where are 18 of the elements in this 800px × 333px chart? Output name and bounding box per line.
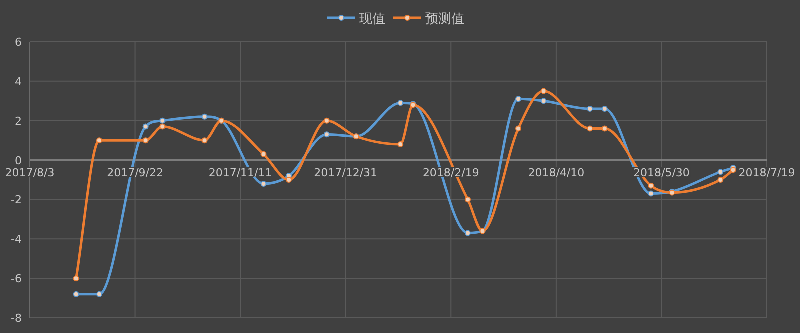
y-tick-label: -6	[11, 272, 22, 286]
y-tick-label: -4	[11, 233, 22, 246]
x-tick-label: 2017/11/11	[208, 166, 272, 180]
y-tick-label: -2	[11, 194, 22, 207]
legend-label: 现值	[360, 12, 386, 27]
y-tick-label: 4	[15, 75, 22, 88]
y-tick-label: -8	[11, 312, 22, 325]
x-tick-label: 2018/4/10	[528, 166, 585, 180]
x-tick-label: 2017/9/22	[107, 166, 164, 180]
x-tick-label: 2018/7/19	[738, 166, 796, 180]
x-tick-label: 2018/2/19	[422, 166, 480, 180]
x-tick-label: 2017/12/31	[314, 166, 378, 180]
y-tick-label: 0	[15, 154, 22, 168]
legend-label: 预测值	[426, 12, 464, 27]
x-tick-label: 2018/5/30	[634, 166, 690, 180]
y-tick-label: 6	[15, 36, 22, 49]
y-tick-label: 2	[15, 114, 22, 128]
x-tick-label: 2017/8/3	[5, 166, 55, 180]
